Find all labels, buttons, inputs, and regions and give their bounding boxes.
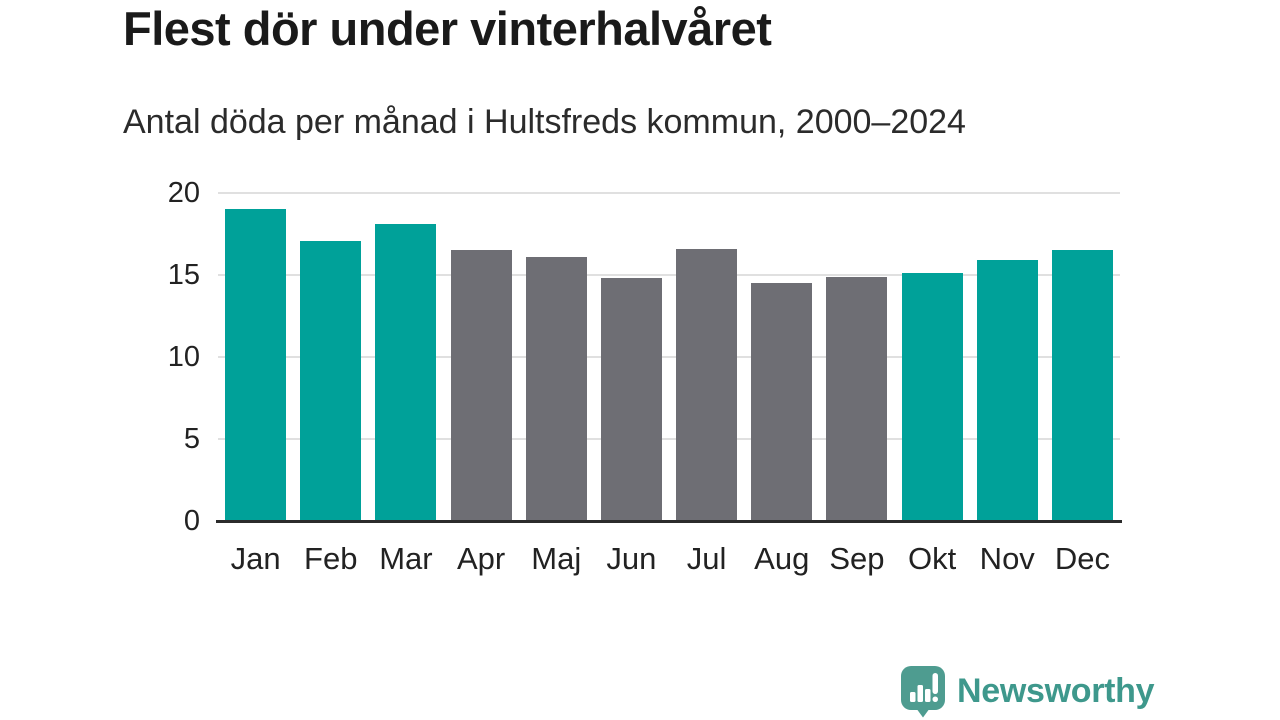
x-tick-label-sep: Sep [829, 541, 885, 576]
bar-okt [901, 273, 963, 521]
x-tick-label-aug: Aug [754, 541, 810, 576]
chart-subtitle: Antal döda per månad i Hultsfreds kommun… [123, 103, 966, 141]
x-tick-label-apr: Apr [456, 541, 506, 576]
chart-title: Flest dör under vinterhalvåret [123, 2, 772, 55]
x-tick-label-dec: Dec [1054, 541, 1110, 576]
gridline-15 [218, 274, 1120, 276]
y-axis: 20 15 10 5 0 [110, 178, 200, 536]
x-tick-label-jun: Jun [606, 541, 657, 576]
x-tick-label-okt: Okt [907, 541, 957, 576]
bar-nov [976, 260, 1038, 521]
gridline-5 [218, 438, 1120, 440]
x-axis: Jan Feb Mar Apr Maj Jun Jul Aug Sep Okt Nov Dec [218, 540, 1120, 582]
bar-dec [1051, 250, 1113, 521]
plot-area [216, 192, 1122, 523]
x-axis-line [216, 520, 1122, 523]
bar-feb [300, 240, 362, 521]
y-tick-label-20: 20 [167, 177, 200, 209]
x-tick-label-maj: Maj [531, 541, 582, 576]
y-tick-label-15: 15 [167, 259, 200, 291]
y-tick-label-0: 0 [183, 505, 200, 537]
brand-footer: Newsworthy [900, 665, 1155, 718]
bar-aug [751, 283, 813, 521]
y-tick-label-10: 10 [167, 341, 200, 373]
x-tick-label-nov: Nov [979, 541, 1035, 576]
bar-jun [600, 278, 662, 521]
bar-apr [450, 250, 512, 521]
bar-sep [826, 276, 888, 521]
x-tick-label-mar: Mar [379, 541, 433, 576]
speech-bubble-bar-chart-icon [901, 666, 945, 718]
x-tick-label-feb: Feb [304, 541, 358, 576]
gridline-20 [218, 192, 1120, 194]
bar-mar [375, 224, 437, 521]
bar-jul [676, 248, 738, 521]
x-tick-label-jul: Jul [686, 541, 727, 576]
x-tick-label-jan: Jan [230, 541, 281, 576]
brand-name: Newsworthy [957, 672, 1155, 710]
bar-maj [525, 256, 587, 521]
y-tick-label-5: 5 [183, 423, 200, 455]
bar-jan [225, 209, 287, 521]
gridline-10 [218, 356, 1120, 358]
